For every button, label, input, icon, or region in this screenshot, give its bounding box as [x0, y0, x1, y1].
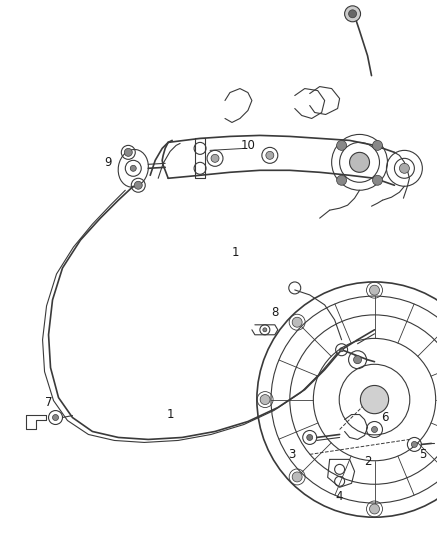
Circle shape — [411, 441, 417, 447]
Text: 4: 4 — [336, 490, 343, 503]
Circle shape — [371, 426, 378, 432]
Circle shape — [130, 165, 136, 171]
Circle shape — [370, 285, 379, 295]
Text: 3: 3 — [288, 448, 296, 461]
Text: 5: 5 — [419, 448, 426, 461]
Text: 10: 10 — [240, 139, 255, 152]
Circle shape — [339, 348, 343, 352]
Text: 7: 7 — [45, 396, 52, 409]
Circle shape — [307, 434, 313, 440]
Circle shape — [337, 175, 346, 185]
Circle shape — [266, 151, 274, 159]
Circle shape — [292, 472, 302, 482]
Circle shape — [292, 317, 302, 327]
Text: 6: 6 — [381, 411, 388, 424]
Text: 1: 1 — [231, 246, 239, 259]
Circle shape — [260, 394, 270, 405]
Text: 9: 9 — [105, 156, 112, 169]
Text: 1: 1 — [166, 408, 174, 421]
Circle shape — [349, 10, 357, 18]
Text: 2: 2 — [364, 455, 371, 468]
Circle shape — [372, 140, 382, 150]
Circle shape — [211, 155, 219, 163]
Circle shape — [360, 385, 389, 414]
Circle shape — [372, 175, 382, 185]
Circle shape — [353, 356, 361, 364]
Circle shape — [350, 152, 370, 172]
Circle shape — [337, 140, 346, 150]
Circle shape — [399, 163, 410, 173]
Circle shape — [134, 181, 142, 189]
Circle shape — [263, 328, 267, 332]
Circle shape — [124, 148, 132, 156]
Circle shape — [53, 415, 59, 421]
Circle shape — [370, 504, 379, 514]
Text: 8: 8 — [271, 306, 279, 319]
Circle shape — [345, 6, 360, 22]
